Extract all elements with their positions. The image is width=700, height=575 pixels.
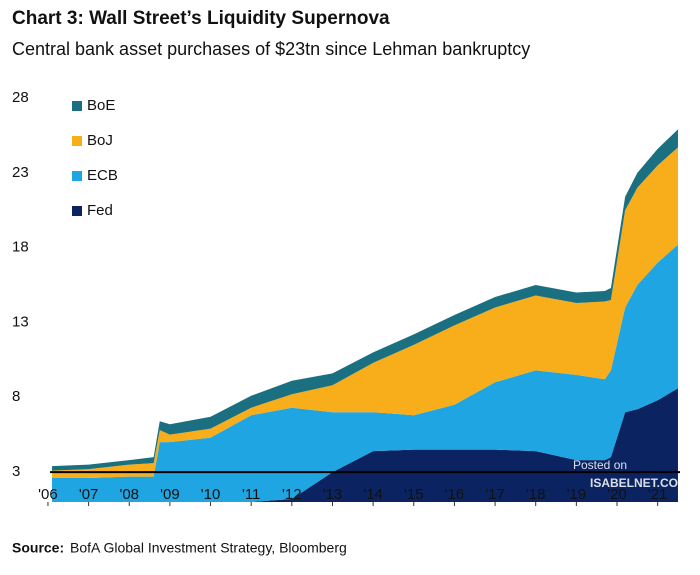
x-tick-label: '07 <box>79 486 99 503</box>
x-tick-label: '15 <box>404 486 424 503</box>
area <box>52 388 678 502</box>
legend-label: BoJ <box>87 132 113 149</box>
area <box>52 244 678 503</box>
y-tick-label: 23 <box>12 164 29 181</box>
x-tick-label: '18 <box>526 486 546 503</box>
legend-label: ECB <box>87 167 118 184</box>
legend-swatch <box>72 136 82 146</box>
x-tick-label: '19 <box>567 486 587 503</box>
x-tick-label: '11 <box>242 486 260 503</box>
legend-swatch <box>72 171 82 181</box>
x-tick-label: '17 <box>485 486 505 503</box>
legend-swatch <box>72 101 82 111</box>
x-tick-label: '13 <box>323 486 343 503</box>
chart-title: Chart 3: Wall Street’s Liquidity Superno… <box>12 8 390 29</box>
y-tick-label: 3 <box>12 463 20 480</box>
y-tick-label: 28 <box>12 89 29 106</box>
y-tick-label: 13 <box>12 313 29 330</box>
x-tick-label: '12 <box>282 486 302 503</box>
source-label: Source: <box>12 540 64 556</box>
legend-swatch <box>72 206 82 216</box>
area <box>52 147 678 479</box>
watermark: Posted on <box>573 458 627 472</box>
legend-label: Fed <box>87 202 113 219</box>
source: BofA Global Investment Strategy, Bloombe… <box>70 540 347 556</box>
x-tick-label: '16 <box>445 486 465 503</box>
chart-subtitle: Central bank asset purchases of $23tn si… <box>12 39 530 59</box>
x-tick-label: '06 <box>38 486 58 503</box>
y-tick-label: 8 <box>12 388 20 405</box>
x-tick-label: '08 <box>119 486 139 503</box>
x-tick-label: '21 <box>648 486 668 503</box>
x-tick-label: '09 <box>160 486 180 503</box>
watermark: ISABELNET.COM <box>590 476 688 490</box>
y-tick-label: 18 <box>12 239 29 256</box>
x-tick-label: '20 <box>607 486 627 503</box>
legend-label: BoE <box>87 97 115 114</box>
x-tick-label: '14 <box>363 486 383 503</box>
x-tick-label: '10 <box>201 486 221 503</box>
